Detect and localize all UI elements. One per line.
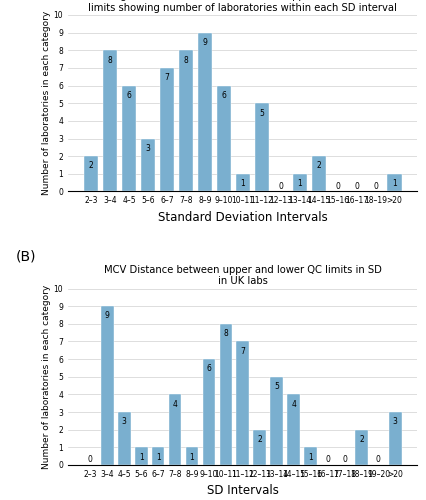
Text: 7: 7	[240, 347, 245, 356]
Bar	[293, 174, 307, 192]
Bar	[389, 412, 402, 465]
Bar	[287, 394, 300, 465]
Bar	[311, 156, 326, 192]
Text: 8: 8	[224, 329, 228, 338]
Bar	[169, 394, 181, 465]
Bar	[141, 138, 155, 192]
Title: Haemoglobin -Distance in SDs between upper and lower action
limits showing numbe: Haemoglobin -Distance in SDs between upp…	[85, 0, 401, 13]
Text: 0: 0	[278, 182, 283, 190]
Bar	[186, 448, 199, 465]
Bar	[217, 86, 231, 192]
Bar	[160, 68, 174, 192]
Text: 2: 2	[89, 162, 94, 170]
Text: 0: 0	[373, 182, 378, 190]
X-axis label: Standard Deviation Intervals: Standard Deviation Intervals	[158, 211, 328, 224]
Text: 2: 2	[316, 162, 321, 170]
Text: 1: 1	[308, 452, 313, 462]
X-axis label: SD Intervals: SD Intervals	[207, 484, 279, 498]
Text: 1: 1	[139, 452, 144, 462]
Y-axis label: Number of laboratories in each category: Number of laboratories in each category	[42, 284, 51, 469]
Bar	[84, 156, 98, 192]
Text: 1: 1	[240, 179, 245, 188]
Text: 3: 3	[122, 418, 127, 426]
Bar	[103, 50, 117, 192]
Text: 3: 3	[393, 418, 398, 426]
Text: 6: 6	[207, 364, 211, 374]
Bar	[219, 324, 232, 465]
Bar	[101, 306, 114, 465]
Text: 7: 7	[164, 73, 170, 82]
Bar	[122, 86, 136, 192]
Title: MCV Distance between upper and lower QC limits in SD
in UK labs: MCV Distance between upper and lower QC …	[104, 265, 382, 286]
Text: (B): (B)	[16, 250, 36, 264]
Text: 4: 4	[291, 400, 296, 408]
Text: 8: 8	[108, 56, 112, 64]
Bar	[271, 377, 283, 465]
Text: 1: 1	[392, 179, 397, 188]
Bar	[236, 342, 249, 465]
Bar	[387, 174, 402, 192]
Bar	[304, 448, 317, 465]
Text: 2: 2	[359, 435, 364, 444]
Text: 6: 6	[222, 91, 226, 100]
Bar	[135, 448, 147, 465]
Text: 6: 6	[127, 91, 132, 100]
Text: 5: 5	[274, 382, 279, 391]
Bar	[152, 448, 164, 465]
Bar	[236, 174, 250, 192]
Bar	[255, 103, 269, 192]
Text: 0: 0	[325, 455, 330, 464]
Text: 2: 2	[257, 435, 262, 444]
Text: 5: 5	[259, 108, 264, 118]
Bar	[198, 32, 212, 192]
Y-axis label: Number of laboratories in each category: Number of laboratories in each category	[42, 11, 51, 196]
Text: 9: 9	[202, 38, 207, 47]
Text: 4: 4	[173, 400, 178, 408]
Text: 1: 1	[190, 452, 194, 462]
Bar	[253, 430, 266, 465]
Text: 0: 0	[335, 182, 340, 190]
Text: 8: 8	[184, 56, 188, 64]
Text: 9: 9	[105, 312, 110, 320]
Text: 0: 0	[354, 182, 359, 190]
Text: 0: 0	[376, 455, 381, 464]
Text: 0: 0	[342, 455, 347, 464]
Text: 0: 0	[88, 455, 93, 464]
Text: 1: 1	[297, 179, 302, 188]
Text: 3: 3	[146, 144, 150, 153]
Bar	[179, 50, 193, 192]
Bar	[355, 430, 368, 465]
Bar	[118, 412, 131, 465]
Text: 1: 1	[156, 452, 161, 462]
Bar	[203, 359, 215, 465]
